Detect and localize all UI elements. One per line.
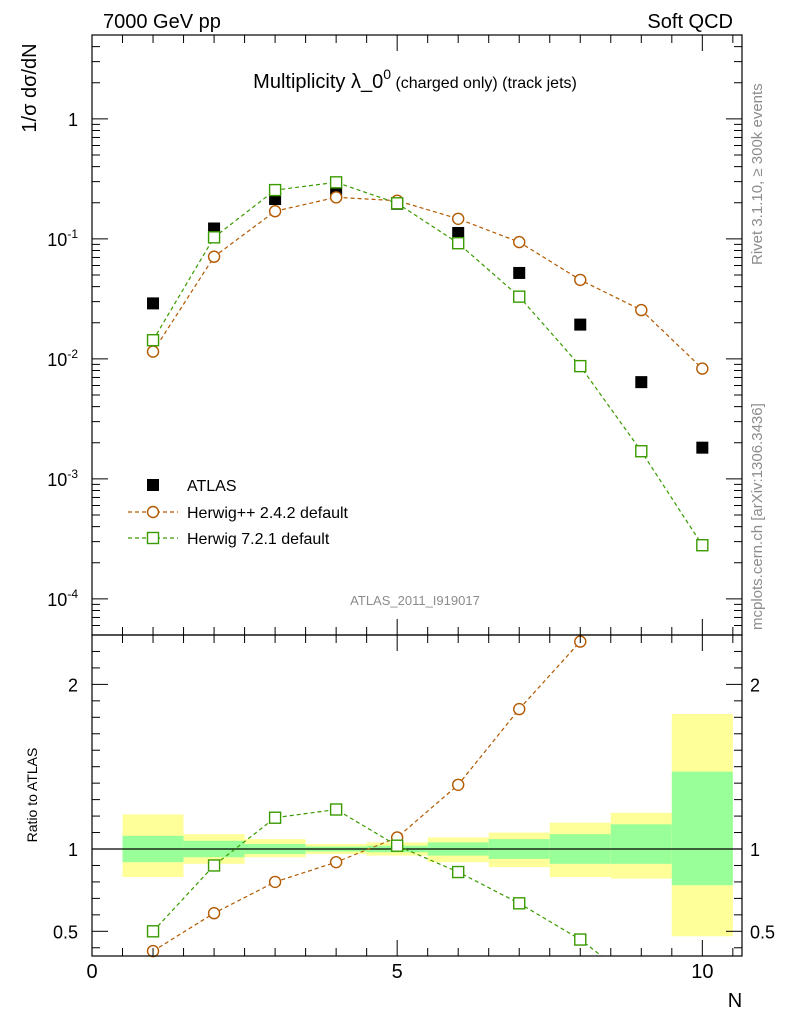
x-tick-label: 0 — [86, 961, 97, 983]
ratio-plot-frame — [91, 634, 743, 957]
ratio-tick-labels: 0.5 0.5 1 1 2 2 0 5 10 — [53, 675, 775, 983]
ratio-y-tick-label-right: 1 — [750, 840, 760, 860]
header-left: 7000 GeV pp — [103, 11, 221, 33]
ratio-point-herwig-7-2-1-default-3 — [268, 811, 282, 824]
ratio-plot-content — [92, 635, 742, 958]
main-point-atlas-1 — [147, 297, 160, 310]
main-y-tick-label: 10-2 — [47, 347, 78, 370]
main-point-herwig-7-2-1-default-4 — [329, 176, 343, 189]
chart-title-main: Multiplicity λ_0 — [253, 71, 383, 93]
legend-marker-atlas — [147, 479, 159, 491]
ratio-point-herwig-2-4-2-default-2 — [207, 907, 221, 920]
ratio-point-herwig-2-4-2-default-4 — [329, 855, 343, 869]
legend-label-atlas: ATLAS — [187, 478, 237, 495]
main-point-herwig-2-4-2-default-9 — [635, 303, 648, 317]
x-tick-label: 5 — [392, 961, 403, 983]
chart-title-tail: (charged only) (track jets) — [391, 75, 577, 92]
main-plot-content — [146, 176, 709, 552]
ratio-band-inner-9 — [610, 824, 672, 864]
ratio-point-herwig-2-4-2-default-3 — [268, 875, 282, 889]
header-right: Soft QCD — [647, 11, 733, 33]
main-point-atlas-6 — [452, 226, 465, 239]
main-point-herwig-2-4-2-default-1 — [146, 345, 160, 358]
analysis-watermark: ATLAS_2011_I919017 — [350, 593, 480, 608]
main-point-herwig-2-4-2-default-7 — [513, 235, 526, 249]
main-point-herwig-7-2-1-default-8 — [574, 359, 587, 373]
ratio-panel: 0.5 0.5 1 1 2 2 0 5 10 Ratio to ATLAS N — [24, 634, 775, 1012]
ratio-point-herwig-2-4-2-default-6 — [451, 778, 465, 791]
x-axis-label: N — [728, 990, 742, 1012]
ratio-point-herwig-7-2-1-default-1 — [146, 925, 160, 938]
main-y-tick-label: 1 — [68, 110, 78, 130]
chart-title: Multiplicity λ_00 (charged only) (track … — [253, 66, 577, 93]
ratio-y-tick-label-left: 0.5 — [53, 922, 78, 942]
main-point-herwig-7-2-1-default-2 — [207, 231, 221, 244]
main-y-tick-label: 10-1 — [47, 227, 78, 250]
main-point-atlas-9 — [635, 376, 648, 389]
ratio-point-herwig-7-2-1-default-4 — [329, 803, 343, 816]
ratio-point-herwig-2-4-2-default-7 — [513, 702, 526, 716]
ratio-y-tick-label-left: 2 — [68, 675, 78, 695]
ratio-y-axis-label: Ratio to ATLAS — [24, 748, 40, 843]
main-point-herwig-7-2-1-default-1 — [146, 334, 160, 347]
main-point-herwig-7-2-1-default-5 — [390, 197, 404, 210]
main-line-herwig-2-4-2-default — [152, 196, 703, 370]
main-point-herwig-2-4-2-default-4 — [329, 191, 343, 204]
ratio-point-herwig-7-2-1-default-8 — [574, 933, 587, 946]
main-point-herwig-2-4-2-default-10 — [696, 362, 709, 375]
legend-marker-herwig7 — [146, 531, 160, 545]
chart-title-sup: 0 — [383, 66, 391, 82]
main-y-tick-label: 10-4 — [47, 587, 78, 610]
ratio-point-herwig-7-2-1-default-5 — [390, 839, 404, 852]
main-y-tick-labels: 10-4 10-3 10-2 10-1 1 — [47, 110, 78, 610]
main-point-herwig-7-2-1-default-10 — [696, 539, 709, 552]
ratio-band-inner-10 — [671, 771, 733, 886]
main-axis-ticks — [91, 34, 742, 636]
main-point-herwig-2-4-2-default-8 — [574, 273, 587, 287]
x-tick-label: 10 — [691, 961, 713, 983]
main-point-atlas-8 — [574, 318, 587, 331]
main-point-atlas-10 — [696, 441, 709, 454]
ratio-point-herwig-7-2-1-default-2 — [207, 859, 221, 872]
main-line-herwig-7-2-1-default — [152, 181, 703, 546]
rivet-label: Rivet 3.1.10, ≥ 300k events — [749, 83, 766, 265]
legend-label-herwigpp: Herwig++ 2.4.2 default — [187, 505, 349, 522]
ratio-line-herwig-7-2-1-default — [152, 808, 602, 957]
mcplots-label: mcplots.cern.ch [arXiv:1306.3436] — [749, 403, 766, 630]
ratio-y-tick-label-left: 1 — [68, 840, 78, 860]
main-panel: 10-4 10-3 10-2 10-1 1 1/σ dσ/dN Multiplicity… — [19, 34, 743, 636]
main-y-tick-label: 10-3 — [47, 467, 78, 490]
main-point-herwig-7-2-1-default-3 — [268, 183, 282, 197]
ratio-axis-ticks — [91, 635, 742, 956]
main-point-herwig-7-2-1-default-7 — [513, 290, 526, 303]
legend-marker-herwigpp — [146, 505, 160, 519]
main-point-atlas-7 — [513, 266, 526, 279]
ratio-y-tick-label-right: 2 — [750, 675, 760, 695]
ratio-y-tick-label-right: 0.5 — [750, 922, 775, 942]
ratio-point-herwig-7-2-1-default-6 — [451, 865, 465, 879]
legend-label-herwig7: Herwig 7.2.1 default — [187, 531, 330, 548]
ratio-point-herwig-7-2-1-default-7 — [513, 897, 526, 910]
main-point-herwig-7-2-1-default-9 — [635, 445, 648, 458]
legend: ATLAS Herwig++ 2.4.2 default Herwig 7.2.… — [128, 478, 349, 548]
main-point-herwig-2-4-2-default-6 — [451, 212, 465, 225]
main-y-axis-label: 1/σ dσ/dN — [19, 43, 41, 132]
main-point-herwig-2-4-2-default-2 — [207, 250, 221, 263]
main-point-herwig-7-2-1-default-6 — [451, 237, 465, 250]
main-point-herwig-2-4-2-default-3 — [268, 205, 282, 218]
